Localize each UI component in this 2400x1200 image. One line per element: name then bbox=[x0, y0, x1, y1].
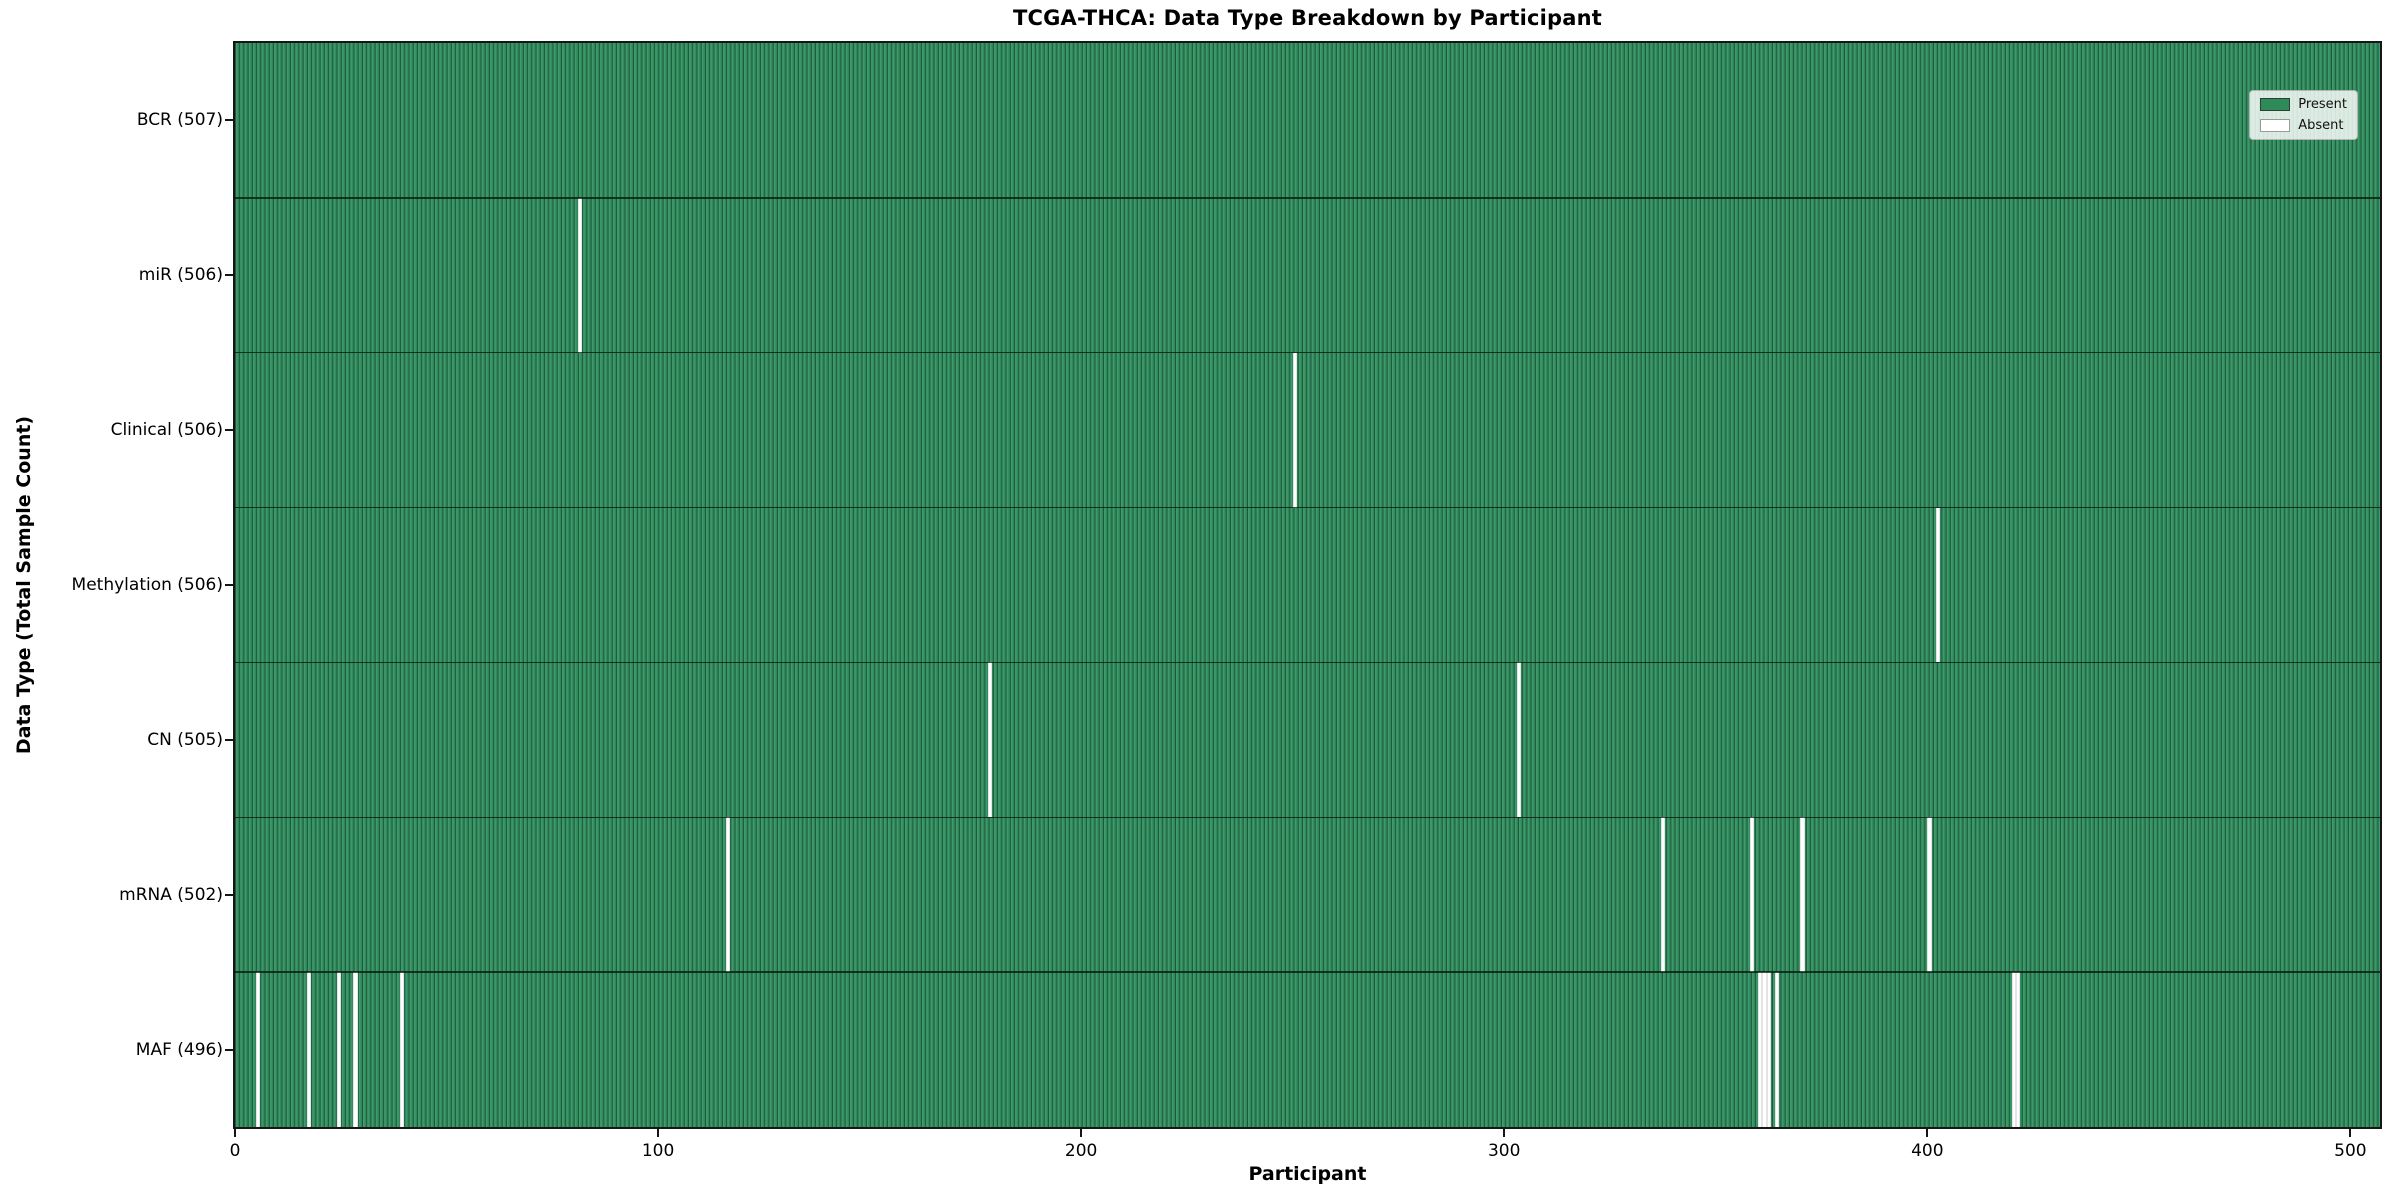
absent-bar bbox=[256, 972, 261, 1127]
absent-bar bbox=[1758, 972, 1763, 1127]
legend-absent-swatch bbox=[2260, 119, 2291, 132]
y-tick-label-bcr: BCR (507) bbox=[136, 110, 223, 131]
legend-absent-label: Absent bbox=[2298, 118, 2344, 133]
absent-bar bbox=[725, 817, 730, 973]
chart-title: TCGA-THCA: Data Type Breakdown by Partic… bbox=[1012, 6, 1603, 30]
absent-bar bbox=[1927, 817, 1932, 973]
row-clinical bbox=[235, 352, 2380, 508]
plot-rows-layer bbox=[235, 43, 2380, 1127]
y-tick-label-mrna: mRNA (502) bbox=[119, 884, 223, 905]
x-tick-label-0: 0 bbox=[229, 1141, 241, 1161]
row-separator bbox=[235, 661, 2380, 664]
absent-bar bbox=[2011, 972, 2017, 1127]
y-tick-mark bbox=[225, 274, 233, 277]
y-tick-label-methylation: Methylation (506) bbox=[71, 575, 223, 595]
legend-present-swatch bbox=[2260, 98, 2291, 111]
y-tick-mark bbox=[225, 893, 233, 896]
x-tick-label-300: 300 bbox=[1487, 1141, 1521, 1161]
y-tick-mark bbox=[225, 119, 233, 122]
absent-bar bbox=[577, 197, 582, 353]
row-separator bbox=[235, 197, 2380, 199]
absent-bar bbox=[306, 972, 312, 1127]
y-tick-mark bbox=[225, 584, 233, 586]
absent-bar bbox=[400, 972, 405, 1127]
x-axis-label: Participant bbox=[1248, 1163, 1367, 1185]
row-methylation bbox=[235, 507, 2380, 663]
row-cn bbox=[235, 662, 2380, 818]
x-tick-label-100: 100 bbox=[641, 1141, 675, 1161]
y-tick-mark bbox=[225, 738, 233, 741]
absent-bar bbox=[1775, 972, 1780, 1127]
y-tick-label-cn: CN (505) bbox=[147, 729, 223, 750]
absent-bar bbox=[1749, 817, 1754, 973]
x-tick-label-200: 200 bbox=[1064, 1141, 1098, 1161]
y-tick-mark bbox=[225, 429, 233, 432]
absent-bar bbox=[1800, 817, 1805, 973]
y-tick-label-maf: MAF (496) bbox=[135, 1039, 223, 1060]
plot-area: Present Absent bbox=[233, 41, 2382, 1129]
row-separator bbox=[235, 506, 2380, 509]
row-separator bbox=[235, 971, 2380, 973]
legend-item-present: Present bbox=[2260, 97, 2347, 112]
row-mir bbox=[235, 197, 2380, 353]
absent-bar bbox=[336, 972, 341, 1127]
x-tick-mark bbox=[1503, 1129, 1506, 1137]
x-tick-mark bbox=[1080, 1129, 1083, 1137]
legend-present-label: Present bbox=[2298, 97, 2347, 112]
absent-bar bbox=[1762, 972, 1767, 1127]
y-tick-label-mir: miR (506) bbox=[138, 265, 223, 286]
absent-bar bbox=[988, 662, 993, 818]
row-maf bbox=[235, 972, 2380, 1127]
absent-bar bbox=[353, 972, 358, 1127]
x-tick-mark bbox=[1926, 1129, 1929, 1137]
legend: Present Absent bbox=[2249, 90, 2358, 140]
x-tick-mark bbox=[2349, 1129, 2352, 1137]
x-tick-mark bbox=[234, 1129, 236, 1137]
absent-bar bbox=[1292, 352, 1297, 508]
x-tick-label-400: 400 bbox=[1911, 1141, 1944, 1161]
absent-bar bbox=[1660, 817, 1665, 973]
row-separator bbox=[235, 352, 2380, 354]
legend-item-absent: Absent bbox=[2260, 118, 2347, 133]
absent-bar bbox=[1935, 507, 1940, 663]
y-tick-mark bbox=[225, 1048, 233, 1051]
row-separator bbox=[235, 816, 2380, 818]
x-tick-mark bbox=[657, 1129, 660, 1137]
absent-bar bbox=[2016, 972, 2021, 1127]
y-tick-label-clinical: Clinical (506) bbox=[110, 420, 223, 441]
absent-bar bbox=[1516, 662, 1522, 818]
x-tick-label-500: 500 bbox=[2334, 1141, 2367, 1161]
row-bcr bbox=[235, 43, 2380, 198]
absent-bar bbox=[1766, 972, 1771, 1127]
row-mrna bbox=[235, 817, 2380, 973]
